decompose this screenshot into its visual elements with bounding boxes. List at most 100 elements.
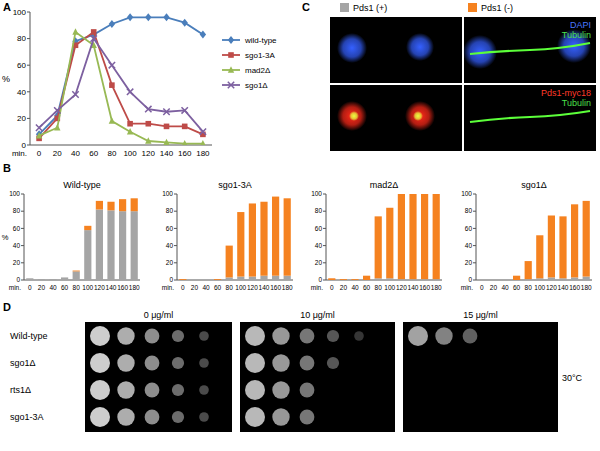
y-axis [30, 12, 31, 145]
x-tick-label: 80 [73, 284, 81, 291]
bar-segment [38, 279, 45, 280]
bar-segment [583, 277, 590, 280]
y-tick-label: 20 [315, 259, 323, 266]
spot [199, 358, 209, 368]
x-tick-label: 160 [117, 284, 128, 291]
marker [163, 139, 169, 145]
bar-segment [260, 202, 267, 276]
plate [85, 322, 232, 432]
bar-segment [49, 279, 56, 280]
bar-segment [202, 280, 209, 281]
bar-segment [513, 276, 520, 280]
x-tick-label: 100 [534, 284, 545, 291]
spindle [470, 111, 590, 122]
signal [349, 111, 359, 121]
spot [172, 357, 184, 369]
bar-segment [525, 261, 532, 279]
marker [36, 132, 42, 138]
bar-segment [26, 278, 33, 279]
bar-segment [84, 230, 91, 280]
stain-label: Tubulin [562, 98, 591, 108]
panel-label: A [3, 1, 11, 13]
legend-label: sgo1Δ [245, 81, 268, 90]
y-axis [24, 194, 25, 280]
y-tick [323, 245, 326, 246]
y-tick [27, 118, 30, 119]
x-tick-label: 40 [49, 284, 57, 291]
stain-label: Pds1-myc18 [541, 88, 591, 98]
spot [300, 329, 315, 344]
y-axis-label: % [2, 74, 10, 84]
bar-segment [536, 278, 543, 280]
y-tick [27, 145, 30, 146]
y-tick [21, 194, 24, 195]
marker [228, 82, 234, 88]
marker [228, 66, 234, 72]
marker [127, 13, 133, 21]
y-tick [323, 262, 326, 263]
marker [54, 124, 60, 130]
spot [245, 326, 265, 346]
bar-segment [96, 201, 103, 210]
micrograph [464, 85, 596, 151]
chart-title: sgo1-3A [218, 180, 252, 190]
marker [146, 121, 152, 127]
marker [182, 107, 188, 113]
y-tick [174, 228, 177, 229]
y-tick-label: 0 [16, 276, 20, 283]
spot [145, 383, 160, 398]
bar-segment [340, 279, 347, 280]
bar-segment [433, 194, 440, 279]
y-tick-label: 20 [465, 259, 473, 266]
y-axis [177, 194, 178, 280]
x-tick-label: 60 [363, 284, 371, 291]
x-axis-label: min. [461, 284, 473, 291]
x-tick-label: 100 [384, 284, 395, 291]
y-tick [21, 228, 24, 229]
marker [127, 121, 133, 127]
x-tick-label: 160 [419, 284, 430, 291]
strain-label: rts1Δ [10, 385, 31, 395]
bar-segment [119, 199, 126, 211]
spot [199, 385, 209, 395]
y-tick-label: 100 [13, 8, 27, 17]
legend-label: Pds1 (+) [353, 3, 387, 13]
y-tick [27, 91, 30, 92]
plot-area [36, 13, 206, 145]
y-tick-label: 60 [17, 61, 26, 70]
y-tick [21, 280, 24, 281]
bar-segment [237, 212, 244, 277]
bar-segment [131, 198, 138, 211]
marker [91, 35, 97, 41]
spot [435, 327, 452, 344]
x-tick-label: 120 [396, 284, 407, 291]
series-line [39, 32, 203, 138]
bar-segment [398, 194, 405, 279]
bar-segment [409, 194, 416, 279]
plot-area [26, 198, 138, 280]
spot [117, 354, 134, 371]
x-tick-label: 180 [282, 284, 293, 291]
bar-segment [38, 279, 45, 280]
background [0, 0, 600, 451]
spot [300, 356, 315, 371]
bar-segment [363, 276, 370, 280]
x-tick-label: 180 [431, 284, 442, 291]
marker [228, 52, 234, 58]
x-tick-label: 0 [480, 284, 484, 291]
y-tick-label: 20 [166, 259, 174, 266]
spot [408, 326, 428, 346]
y-tick [473, 211, 476, 212]
series-line [39, 32, 203, 144]
bar-segment [107, 210, 114, 280]
spot [117, 381, 134, 398]
plot-area [513, 201, 590, 280]
signal [337, 101, 367, 131]
series-line [39, 39, 203, 132]
marker [127, 128, 133, 134]
chart-title: sgo1Δ [521, 180, 547, 190]
x-tick-label: 100 [82, 284, 93, 291]
bar-segment [375, 216, 382, 278]
y-tick-label: 20 [17, 114, 26, 123]
bar-segment [49, 279, 56, 280]
